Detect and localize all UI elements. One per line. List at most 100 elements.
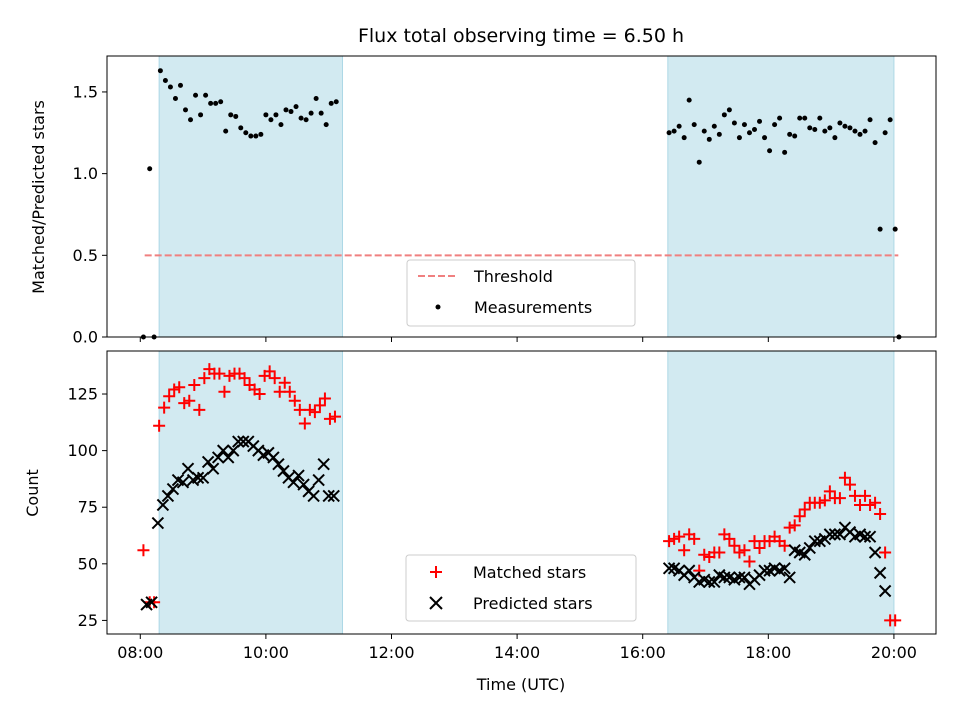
- measurement-point: [847, 125, 853, 131]
- matched-star-point: [213, 367, 226, 380]
- x-axis-ticks: [139, 337, 895, 342]
- legend: Matched stars Predicted stars: [405, 554, 637, 622]
- matched-star-point: [793, 510, 806, 523]
- y-tick-label: 125: [67, 385, 98, 404]
- predicted-star-point: [823, 528, 837, 541]
- y-tick-label: 1.5: [73, 82, 98, 101]
- measurement-point: [198, 112, 204, 118]
- predicted-star-point: [277, 464, 290, 478]
- matched-star-point: [668, 532, 681, 545]
- x-tick-label: 10:00: [243, 643, 289, 662]
- legend-threshold-label: Threshold: [473, 267, 553, 286]
- matched-star-point: [158, 401, 171, 414]
- panel-counts: 25 50 75 100 125 08:00 10:00 12:00 14:00 16:00 18…: [23, 350, 937, 694]
- measurement-point: [827, 125, 833, 131]
- matched-star-point: [328, 410, 341, 423]
- matched-star-point: [753, 541, 766, 554]
- matched-star-point: [253, 388, 266, 401]
- predicted-star-point: [196, 471, 210, 484]
- predicted-star-point: [312, 473, 325, 487]
- matched-star-point: [168, 383, 181, 396]
- measurement-point: [701, 128, 707, 134]
- measurement-point: [842, 123, 848, 129]
- measurement-point: [762, 135, 768, 141]
- y-tick-label: 0.5: [73, 246, 98, 265]
- measurement-point: [328, 100, 334, 106]
- legend-predicted-swatch: [429, 596, 443, 610]
- predicted-star-point: [778, 562, 791, 575]
- predicted-star-point: [237, 435, 250, 448]
- predicted-star-point: [708, 575, 721, 589]
- matched-star-point: [173, 381, 186, 394]
- matched-star-point: [748, 535, 761, 548]
- measurement-point: [203, 92, 209, 98]
- predicted-star-point: [232, 435, 245, 448]
- matched-star-point: [859, 489, 872, 502]
- matched-star-point: [778, 539, 791, 552]
- y-tick-label: 1.0: [73, 164, 98, 183]
- y-tick-label: 100: [67, 441, 98, 460]
- matched-star-point: [688, 532, 701, 545]
- predicted-star-point: [222, 451, 235, 464]
- y-tick-label: 0.0: [73, 328, 98, 347]
- measurement-point: [792, 133, 798, 139]
- measurement-point: [298, 115, 304, 121]
- observing-window: [667, 350, 895, 635]
- matched-star-point: [854, 498, 867, 511]
- matched-star-point: [178, 397, 191, 410]
- predicted-star-point: [783, 571, 796, 584]
- matched-star-point: [313, 399, 326, 412]
- measurement-point: [167, 84, 173, 90]
- x-axis-label: Time (UTC): [476, 675, 565, 694]
- matched-star-point: [698, 548, 711, 561]
- predicted-star-point: [151, 516, 165, 530]
- y-axis-label: Matched/Predicted stars: [29, 100, 48, 294]
- matched-star-point: [723, 532, 736, 545]
- measurement-point: [777, 115, 783, 121]
- matched-star-point: [813, 496, 826, 509]
- measurement-point: [223, 128, 229, 134]
- matched-star-point: [733, 546, 746, 559]
- plot-frame: [106, 55, 937, 338]
- measurement-point: [333, 99, 339, 105]
- predicted-star-point: [267, 451, 280, 464]
- predicted-star-point: [272, 457, 285, 471]
- y-axis-ticks: 0.0 0.5 1.0 1.5: [73, 82, 107, 347]
- predicted-star-point: [211, 451, 225, 464]
- measurement-point: [817, 115, 823, 121]
- matched-star-point: [823, 485, 836, 498]
- measurement-point: [782, 149, 788, 155]
- measurement-point: [686, 97, 692, 103]
- matched-star-point: [678, 544, 691, 557]
- x-tick-label: 08:00: [117, 643, 163, 662]
- measurement-point: [193, 92, 199, 98]
- measurement-point: [872, 140, 878, 146]
- measurement-point: [293, 104, 299, 110]
- measurement-point: [706, 136, 712, 142]
- x-tick-label: 16:00: [620, 643, 666, 662]
- matched-star-point: [838, 471, 851, 484]
- measurement-point: [278, 122, 284, 128]
- measurement-point: [253, 133, 259, 139]
- measurement-point: [323, 122, 329, 128]
- predicted-star-point: [863, 530, 877, 543]
- y-axis-ticks: 25 50 75 100 125: [67, 385, 107, 630]
- predicted-star-point: [176, 476, 190, 489]
- measurement-point: [691, 122, 697, 128]
- matched-star-point: [818, 494, 831, 507]
- measurement-point: [731, 120, 737, 126]
- measurement-point: [273, 112, 279, 118]
- measurement-point: [228, 112, 234, 118]
- matched-star-point: [218, 385, 231, 398]
- measurement-point: [802, 115, 808, 121]
- y-tick-label: 75: [78, 498, 98, 517]
- measurement-point: [162, 78, 168, 84]
- measurement-point: [751, 127, 757, 133]
- legend-matched-label: Matched stars: [473, 563, 586, 582]
- plot-frame: [106, 350, 937, 635]
- measurement-point: [862, 128, 868, 134]
- matched-star-point: [663, 535, 676, 548]
- matched-star-point: [193, 403, 206, 416]
- legend-measurements-swatch: [435, 304, 441, 310]
- matched-star-point: [188, 378, 201, 391]
